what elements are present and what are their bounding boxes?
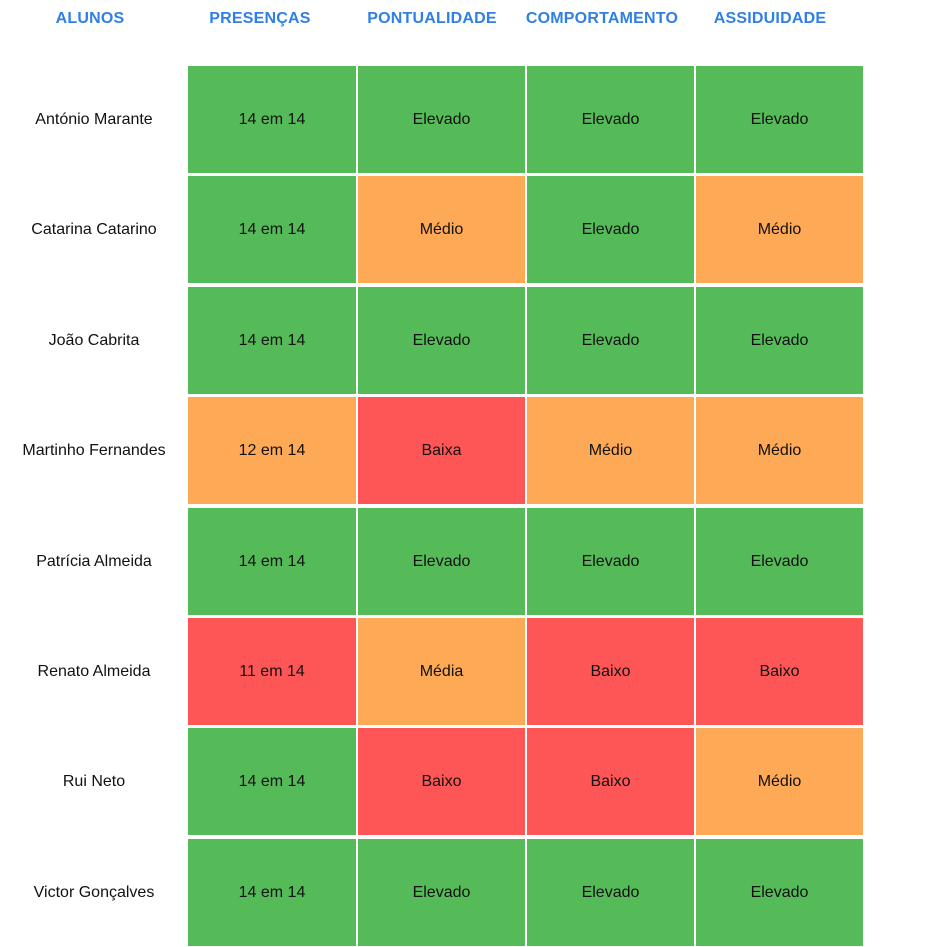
- grid-cell: 11 em 14: [188, 618, 356, 725]
- table-header: ALUNOS PRESENÇAS PONTUALIDADE COMPORTAME…: [0, 0, 949, 40]
- grid-cell: Média: [358, 618, 525, 725]
- student-name: Patrícia Almeida: [36, 552, 152, 570]
- grid-cell: Baixo: [527, 728, 694, 835]
- grid-cell: Elevado: [358, 839, 525, 946]
- student-name: Renato Almeida: [37, 662, 151, 680]
- grid-cell: Elevado: [358, 66, 525, 173]
- grid-cell: Elevado: [527, 66, 694, 173]
- grid-cell: Elevado: [696, 839, 863, 946]
- grid-cell: Elevado: [527, 287, 694, 394]
- grid-cell: 14 em 14: [188, 839, 356, 946]
- grid-cell: 12 em 14: [188, 397, 356, 504]
- grid-cell: Elevado: [696, 508, 863, 615]
- grid-cell: Médio: [696, 397, 863, 504]
- grid-cell: Elevado: [527, 508, 694, 615]
- grid-cell: Baixo: [527, 618, 694, 725]
- student-name: João Cabrita: [48, 331, 140, 349]
- grid-cell: Elevado: [696, 287, 863, 394]
- grid-cell: Elevado: [358, 508, 525, 615]
- header-behavior: COMPORTAMENTO: [525, 10, 679, 27]
- grid-cell: Baixo: [696, 618, 863, 725]
- grid-cell: Médio: [527, 397, 694, 504]
- grid-cell: 14 em 14: [188, 287, 356, 394]
- grid-cell: Elevado: [358, 287, 525, 394]
- grid-cell: Médio: [358, 176, 525, 283]
- grid-cell: Elevado: [527, 839, 694, 946]
- student-name: Martinho Fernandes: [22, 441, 166, 459]
- grid-cell: Elevado: [527, 176, 694, 283]
- grid-cell: Baixa: [358, 397, 525, 504]
- grid-cell: Elevado: [696, 66, 863, 173]
- grid-cell: Médio: [696, 176, 863, 283]
- grid-cell: 14 em 14: [188, 176, 356, 283]
- header-students: ALUNOS: [55, 10, 125, 27]
- header-assiduity: ASSIDUIDADE: [713, 10, 827, 27]
- evaluation-grid: 14 em 14 Elevado Elevado Elevado 14 em 14 Méd…: [188, 66, 865, 947]
- header-punctuality: PONTUALIDADE: [367, 10, 497, 27]
- student-name: António Marante: [35, 110, 153, 128]
- grid-cell: 14 em 14: [188, 728, 356, 835]
- grid-cell: 14 em 14: [188, 66, 356, 173]
- student-name: Victor Gonçalves: [33, 883, 155, 901]
- grid-cell: Baixo: [358, 728, 525, 835]
- grid-cell: Médio: [696, 728, 863, 835]
- student-name: Catarina Catarino: [31, 220, 157, 238]
- header-attendance: PRESENÇAS: [209, 10, 311, 27]
- grid-cell: 14 em 14: [188, 508, 356, 615]
- student-name: Rui Neto: [62, 772, 126, 790]
